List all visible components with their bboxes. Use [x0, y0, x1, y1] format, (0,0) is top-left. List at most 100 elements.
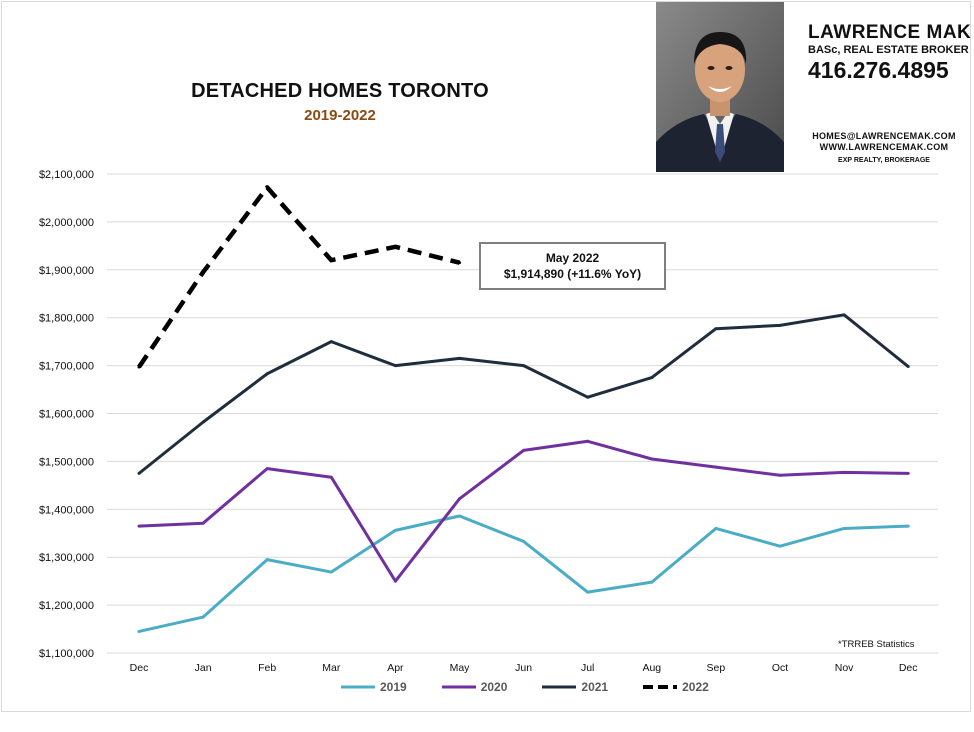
data-point-2020 — [393, 579, 397, 583]
data-point-2022 — [201, 270, 205, 274]
legend-label: 2020 — [480, 680, 508, 694]
data-point-2020 — [714, 465, 718, 469]
x-tick-label: Dec — [130, 662, 149, 674]
x-tick-label: Jun — [515, 662, 532, 674]
data-point-2019 — [714, 526, 718, 530]
callout-line-2: $1,914,890 (+11.6% YoY) — [503, 267, 642, 281]
data-point-2019 — [522, 539, 526, 543]
x-tick-label: Jul — [581, 662, 594, 674]
data-point-2020 — [137, 524, 141, 528]
data-point-2019 — [137, 629, 141, 633]
data-point-2022 — [265, 185, 269, 189]
y-tick-label: $1,800,000 — [39, 313, 94, 325]
legend-label: 2019 — [380, 680, 407, 694]
series-line-2019 — [138, 514, 909, 633]
legend-swatch — [542, 685, 577, 689]
data-point-2021 — [458, 356, 461, 360]
data-point-2021 — [393, 364, 397, 368]
data-point-2019 — [201, 615, 205, 619]
y-tick-label: $1,300,000 — [39, 552, 94, 564]
y-tick-label: $1,600,000 — [39, 409, 94, 421]
x-tick-label: Nov — [835, 662, 854, 674]
agent-brokerage: EXP REALTY, BROKERAGE — [838, 157, 930, 164]
data-point-2021 — [201, 420, 205, 424]
data-point-2020 — [586, 439, 590, 443]
agent-name: LAWRENCE MAK — [808, 22, 972, 43]
data-point-2020 — [906, 471, 910, 475]
x-tick-label: Dec — [899, 662, 918, 674]
data-point-2019 — [778, 544, 782, 548]
legend-item-2019: 2019 — [340, 680, 407, 694]
data-point-2021 — [265, 372, 269, 376]
y-tick-label: $1,500,000 — [39, 456, 94, 468]
data-point-2019 — [650, 580, 654, 584]
data-point-2021 — [906, 365, 910, 369]
data-point-2021 — [842, 313, 846, 317]
chart-title: DETACHED HOMES TORONTO — [191, 80, 489, 102]
legend-item-2020: 2020 — [441, 680, 508, 694]
y-tick-label: $1,100,000 — [39, 648, 94, 660]
data-point-2021 — [714, 327, 718, 331]
chart-legend: 2019 2020 2021 2022 — [340, 680, 709, 694]
y-tick-label: $2,100,000 — [39, 169, 94, 181]
x-tick-label: Aug — [642, 662, 661, 674]
data-point-2022 — [393, 245, 397, 249]
chart-subtitle: 2019-2022 — [304, 107, 376, 124]
data-point-2020 — [265, 467, 269, 471]
data-point-2019 — [586, 590, 590, 594]
agent-portrait-image — [656, 2, 784, 172]
legend-swatch — [441, 685, 476, 689]
data-point-2020 — [650, 457, 654, 461]
x-tick-label: May — [450, 662, 471, 674]
data-point-2021 — [586, 395, 590, 399]
x-tick-label: Feb — [258, 662, 276, 674]
agent-photo — [656, 2, 784, 172]
legend-item-2021: 2021 — [541, 680, 608, 694]
data-point-2021 — [329, 340, 333, 344]
data-point-2019 — [393, 528, 397, 532]
legend-item-2022: 2022 — [642, 680, 709, 694]
y-tick-label: $1,900,000 — [39, 265, 94, 277]
legend-label: 2021 — [581, 680, 609, 694]
x-tick-label: Mar — [322, 662, 341, 674]
x-tick-label: Sep — [707, 662, 726, 674]
data-point-2020 — [329, 475, 333, 479]
data-point-2021 — [137, 471, 141, 475]
data-point-2020 — [522, 448, 526, 452]
callout-box: May 2022 $1,914,890 (+11.6% YoY) — [479, 242, 666, 290]
source-note: *TRREB Statistics — [838, 639, 915, 650]
callout-line-1: May 2022 — [545, 251, 600, 265]
data-point-2020 — [842, 470, 846, 474]
agent-title: BASc, REAL ESTATE BROKER — [808, 44, 969, 56]
agent-website: WWW.LAWRENCEMAK.COM — [819, 142, 949, 152]
data-point-2022 — [137, 365, 141, 369]
data-point-2022 — [329, 258, 333, 262]
data-point-2019 — [842, 526, 846, 530]
y-tick-label: $2,000,000 — [39, 217, 94, 229]
data-point-2021 — [522, 364, 526, 368]
data-point-2020 — [778, 473, 782, 477]
data-point-2022 — [458, 261, 461, 265]
legend-swatch — [341, 685, 375, 689]
chart-frame — [1, 1, 971, 712]
x-tick-label: Oct — [772, 662, 788, 674]
data-point-2021 — [650, 376, 654, 380]
data-point-2021 — [778, 323, 782, 327]
series-line-2022 — [137, 185, 461, 369]
y-tick-label: $1,700,000 — [39, 361, 94, 373]
y-tick-label: $1,200,000 — [39, 600, 94, 612]
data-point-2020 — [458, 497, 461, 501]
x-tick-label: Jan — [195, 662, 212, 674]
agent-email: HOMES@LAWRENCEMAK.COM — [812, 131, 956, 141]
data-point-2019 — [265, 558, 269, 562]
legend-label: 2022 — [682, 680, 709, 694]
y-tick-label: $1,400,000 — [39, 504, 94, 516]
data-point-2019 — [329, 570, 333, 574]
series-line-2020 — [138, 439, 909, 583]
data-point-2020 — [201, 521, 205, 525]
data-point-2019 — [458, 514, 461, 518]
data-point-2019 — [906, 524, 910, 528]
legend-swatch — [643, 685, 678, 689]
agent-phone: 416.276.4895 — [808, 57, 949, 83]
